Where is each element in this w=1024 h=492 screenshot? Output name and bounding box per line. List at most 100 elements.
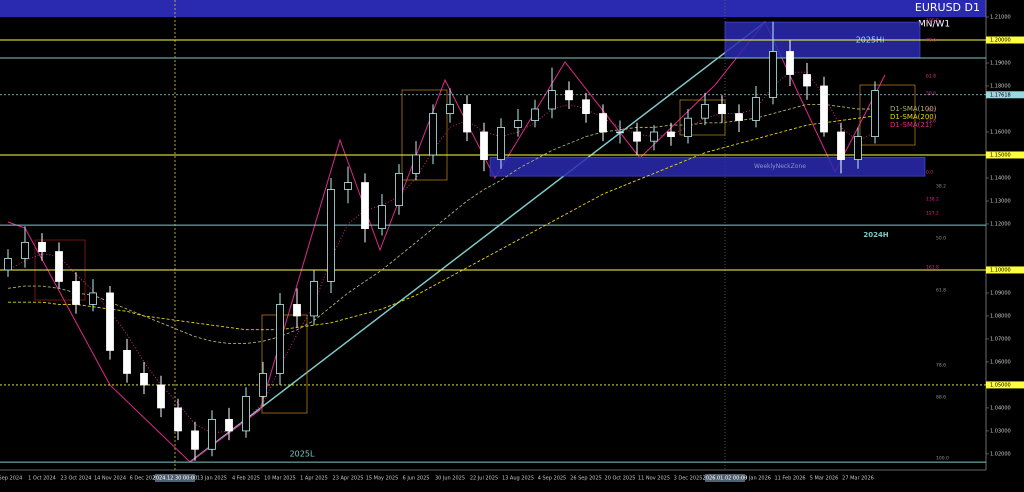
- candle-body: [72, 281, 80, 305]
- candle-body: [276, 304, 284, 374]
- candle-body: [684, 117, 692, 137]
- y-tick-label: 1.14000: [990, 175, 1011, 181]
- candle-body: [106, 292, 114, 351]
- x-tick-label: 4 Feb 2025: [232, 476, 260, 482]
- y-tick-label: 1.21000: [990, 15, 1011, 21]
- x-tick-label: 15 May 2025: [366, 476, 399, 482]
- x-tick-label: 14 Nov 2024: [94, 476, 126, 482]
- x-tick-label: 23 Oct 2024: [61, 476, 92, 482]
- x-tick-label: 27 Mar 2026: [842, 476, 874, 482]
- x-tick-label: 1 Oct 2024: [28, 476, 56, 482]
- y-tick-label: 1.19000: [990, 61, 1011, 67]
- zone: [489, 156, 926, 177]
- fib-label: 61.8: [936, 287, 946, 293]
- candle-body: [310, 281, 318, 317]
- chart-subtitle: MN/W1: [918, 20, 950, 30]
- fib-label: 50.0: [926, 91, 936, 97]
- candle-body: [769, 51, 777, 98]
- x-tick-label: 13 Aug 2025: [502, 476, 534, 482]
- candle-body: [633, 131, 641, 142]
- level-label-box: [986, 381, 1024, 389]
- candle-body: [871, 90, 879, 137]
- x-tick-label: 4 Sep 2025: [538, 476, 567, 482]
- candle-body: [650, 131, 658, 142]
- candle-body: [667, 131, 675, 137]
- sma-line: [8, 115, 876, 331]
- candle-body: [616, 131, 624, 134]
- y-tick-label: 1.06000: [990, 359, 1011, 365]
- y-tick-label: 1.04000: [990, 405, 1011, 411]
- candle-body: [208, 419, 216, 450]
- candle-body: [412, 154, 420, 174]
- candle-body: [174, 407, 182, 432]
- y-tick-label: 1.08000: [990, 313, 1011, 319]
- candle-body: [531, 108, 539, 121]
- x-tick-label: 23 Apr 2025: [333, 476, 364, 482]
- level-label-box: [986, 151, 1024, 159]
- x-tick-label: 1 Apr 2025: [300, 476, 328, 482]
- crosshair-label-box: [155, 474, 195, 482]
- level-label: 1.17618: [990, 92, 1011, 98]
- y-tick-label: 1.16000: [990, 129, 1011, 135]
- candle-body: [361, 182, 369, 229]
- candle-body: [735, 113, 743, 121]
- y-tick-label: 1.09000: [990, 290, 1011, 296]
- y-tick-label: 1.07000: [990, 336, 1011, 342]
- trend-line: [189, 21, 766, 463]
- level-label: 1.20000: [990, 38, 1011, 44]
- fib-label: 61.8: [926, 74, 936, 80]
- fib-label: 78.6: [926, 38, 936, 44]
- candle-body: [327, 189, 335, 282]
- candle-body: [21, 241, 29, 259]
- range-box: [401, 89, 448, 181]
- fib-label: 38.2: [936, 184, 946, 190]
- x-tick-label: 22 Jul 2025: [470, 476, 498, 482]
- candle-body: [242, 396, 250, 432]
- candle-body: [565, 90, 573, 101]
- candle-body: [344, 182, 352, 190]
- x-tick-label: 19 Jan 2026: [741, 476, 771, 482]
- candle-body: [582, 99, 590, 114]
- level-label: 1.05000: [990, 382, 1011, 388]
- level-label: 1.10000: [990, 267, 1011, 273]
- x-tick-label: 11 Nov 2025: [638, 476, 670, 482]
- x-tick-label: 1 Sep 2024: [0, 476, 22, 482]
- x-tick-label: 6 Dec 2024: [130, 476, 159, 482]
- fib-label: 78.6: [936, 363, 946, 369]
- zone-label: 2025L: [290, 450, 315, 459]
- x-tick-label: 26 Sep 2025: [570, 476, 602, 482]
- candle-body: [752, 97, 760, 121]
- x-tick-label: 20 Oct 2025: [605, 476, 636, 482]
- zone-label: 2024H: [863, 231, 888, 239]
- fib-label: 88.6: [936, 395, 946, 401]
- candle-body: [4, 258, 12, 271]
- candle-body: [378, 205, 386, 229]
- fib-label: 38.2: [926, 108, 936, 114]
- candle-body: [191, 430, 199, 450]
- level-label-box: [986, 266, 1024, 274]
- fib-label: 100.0: [936, 456, 949, 462]
- legend-label: D1-SMA(200): [890, 113, 937, 121]
- x-tick-label: 10 Mar 2025: [264, 476, 296, 482]
- candle-body: [463, 103, 471, 133]
- candle-body: [480, 131, 488, 160]
- candle-body: [89, 292, 97, 305]
- candle-body: [599, 113, 607, 133]
- range-box: [679, 99, 726, 136]
- candle-body: [803, 74, 811, 87]
- crosshair-label: 2024.12.30 00:00: [153, 476, 198, 482]
- candle-body: [429, 113, 437, 156]
- range-box: [859, 84, 916, 146]
- y-tick-label: 1.12000: [990, 221, 1011, 227]
- x-tick-label: 13 Jan 2025: [197, 476, 227, 482]
- candle-body: [446, 103, 454, 114]
- x-tick-label: 6 Jun 2025: [403, 476, 430, 482]
- sma-line: [7, 71, 876, 434]
- top-band: [0, 0, 986, 17]
- fib-label: 100.0: [926, 18, 939, 24]
- x-tick-label: 5 Mar 2026: [810, 476, 839, 482]
- x-tick-label: 3 Dec 2025: [674, 476, 703, 482]
